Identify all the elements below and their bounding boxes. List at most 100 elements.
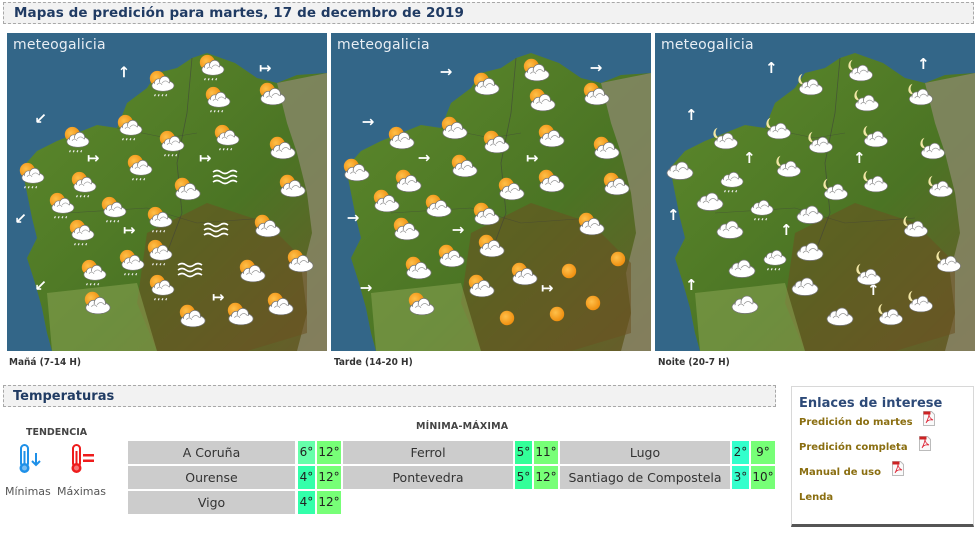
max-temp: 10° <box>751 466 775 489</box>
sun-cloud-icon <box>527 87 557 113</box>
moon-cloud-icon <box>851 87 881 113</box>
moon-cloud-icon <box>795 71 825 97</box>
wind-arrow-icon: ↦ <box>541 279 554 297</box>
min-temp: 2° <box>732 441 749 464</box>
link-label: Predición do martes <box>799 417 913 428</box>
city-name: Ourense <box>128 466 295 489</box>
pdf-icon <box>919 436 931 451</box>
sun-icon <box>585 295 601 311</box>
city-name: Vigo <box>128 491 295 514</box>
sun-cloud-icon <box>423 193 453 219</box>
cloud-icon <box>727 255 757 281</box>
link-manual-de-uso[interactable]: Manual de uso <box>799 461 973 492</box>
moon-cloud-icon <box>905 288 935 314</box>
cloud-icon <box>715 216 745 242</box>
wind-arrow-icon: ↦ <box>259 59 272 77</box>
pdf-icon <box>892 461 904 476</box>
thermometer-equal-icon <box>71 444 94 473</box>
wind-arrow-icon: ↑ <box>685 106 698 124</box>
sun-cloud-rain-icon <box>67 218 97 248</box>
cloud-icon <box>695 188 725 214</box>
sun-cloud-icon <box>225 301 255 327</box>
min-temp: 4° <box>298 466 315 489</box>
sun-icon <box>561 263 577 279</box>
max-temp: 9° <box>751 441 775 464</box>
sun-cloud-icon <box>265 291 295 317</box>
waves-icon <box>177 261 205 279</box>
city-name: Pontevedra <box>343 466 513 489</box>
map-night[interactable]: meteogalicia ↑ ↑ ↑ ↑ ↑ ↑ ↑ ↑ ↑ <box>655 33 975 351</box>
min-temp: 3° <box>732 466 749 489</box>
min-temp: 5° <box>515 441 532 464</box>
minimas-label: Mínimas <box>5 485 51 498</box>
sun-cloud-icon <box>581 81 611 107</box>
wind-arrow-icon: ↦ <box>526 149 539 167</box>
sun-cloud-rain-icon <box>203 85 233 115</box>
waves-icon <box>212 168 240 186</box>
min-max-header: MÍNIMA-MÁXIMA <box>416 421 509 432</box>
moon-cloud-icon <box>860 123 890 149</box>
pdf-icon <box>923 411 935 426</box>
wind-arrow-icon: ↦ <box>212 288 225 306</box>
sun-cloud-icon <box>536 123 566 149</box>
sun-cloud-icon <box>267 135 297 161</box>
city-name: A Coruña <box>128 441 295 464</box>
sun-cloud-rain-icon <box>47 191 77 221</box>
waves-icon <box>203 221 231 239</box>
sun-cloud-icon <box>237 258 267 284</box>
map-morning[interactable]: meteogalicia ↖ ↖ ↦ ↦ ↦ ↦ ↦ ↖ ↖ <box>7 33 327 351</box>
cloud-rain-icon <box>747 193 777 223</box>
sun-cloud-icon <box>391 216 421 242</box>
sun-cloud-rain-icon <box>157 129 187 159</box>
city-name: Lugo <box>560 441 730 464</box>
link-lenda[interactable]: Lenda <box>799 492 973 517</box>
sun-cloud-rain-icon <box>145 205 175 235</box>
moon-cloud-icon <box>773 153 803 179</box>
wind-arrow-icon: ↑ <box>917 55 930 73</box>
sun-cloud-icon <box>371 188 401 214</box>
map-label-night: Noite (20-7 H) <box>658 357 730 368</box>
max-temp: 12° <box>534 466 558 489</box>
link-predicion-completa[interactable]: Predición completa <box>799 436 973 467</box>
moon-cloud-icon <box>710 125 740 151</box>
sun-cloud-icon <box>403 255 433 281</box>
moon-cloud-icon <box>853 261 883 287</box>
meteogalicia-logo: meteogalicia <box>337 37 430 53</box>
sun-cloud-rain-icon <box>147 69 177 99</box>
wind-arrow-icon: ↦ <box>123 221 136 239</box>
moon-cloud-icon <box>917 135 947 161</box>
cloud-icon <box>790 273 820 299</box>
wind-arrow-icon: ↖ <box>31 112 50 125</box>
sun-cloud-icon <box>386 125 416 151</box>
meteogalicia-logo: meteogalicia <box>13 37 106 53</box>
sun-cloud-rain-icon <box>99 195 129 225</box>
wind-arrow-icon: ↑ <box>667 206 680 224</box>
sun-cloud-rain-icon <box>62 125 92 155</box>
moon-cloud-icon <box>875 301 905 327</box>
moon-cloud-icon <box>933 248 963 274</box>
wind-arrow-icon: ↦ <box>87 149 100 167</box>
page-title: Mapas de predición para martes, 17 de de… <box>3 2 974 24</box>
map-afternoon[interactable]: meteogalicia ↗ ↗ ↗ ↗ ↦ ↗ ↗ ↦ ↗ <box>331 33 651 351</box>
city-name: Ferrol <box>343 441 513 464</box>
sun-cloud-icon <box>521 57 551 83</box>
wind-arrow-icon: ↑ <box>867 281 880 299</box>
links-title: Enlaces de interese <box>799 396 943 411</box>
sun-cloud-icon <box>406 291 436 317</box>
min-temp: 4° <box>298 491 315 514</box>
link-predicion-do-martes[interactable]: Predición do martes <box>799 411 973 442</box>
sun-cloud-icon <box>177 303 207 329</box>
link-label: Predición completa <box>799 442 908 453</box>
sun-cloud-rain-icon <box>117 248 147 278</box>
max-temp: 12° <box>317 441 341 464</box>
meteogalicia-logo: meteogalicia <box>661 37 754 53</box>
sun-icon <box>549 306 565 322</box>
moon-cloud-icon <box>925 173 955 199</box>
sun-cloud-icon <box>82 290 112 316</box>
wind-arrow-icon: ↖ <box>11 212 30 225</box>
moon-cloud-icon <box>763 115 793 141</box>
cloud-icon <box>665 157 695 183</box>
sun-cloud-icon <box>471 71 501 97</box>
moon-cloud-icon <box>845 57 875 83</box>
wind-arrow-icon: ↑ <box>743 149 756 167</box>
